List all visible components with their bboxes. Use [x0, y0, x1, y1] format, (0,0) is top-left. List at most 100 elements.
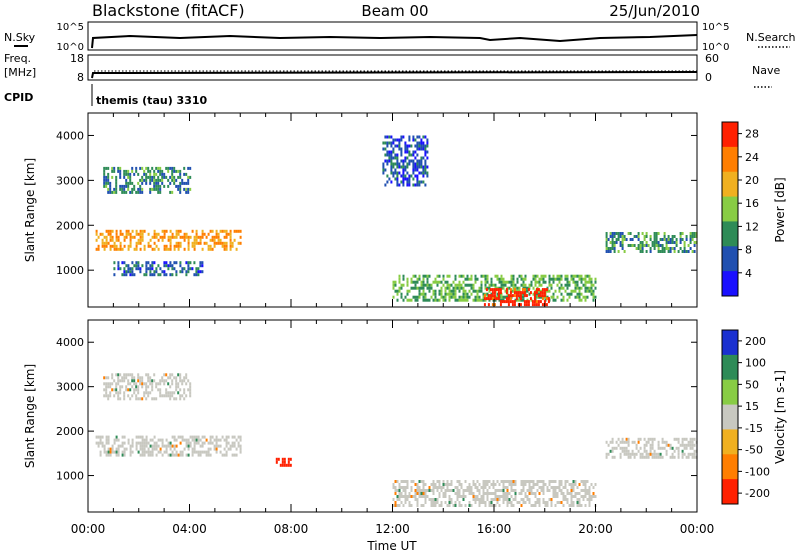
data-cell	[611, 455, 614, 459]
data-cell	[229, 247, 232, 251]
data-cell	[436, 486, 439, 489]
data-cell	[554, 495, 557, 498]
data-cell	[440, 504, 443, 507]
data-cell	[440, 280, 443, 284]
data-cell	[147, 385, 150, 389]
data-cell	[428, 274, 431, 278]
data-cell	[187, 241, 190, 245]
data-cell	[428, 283, 431, 287]
data-cell	[472, 298, 475, 302]
data-cell	[444, 489, 447, 492]
data-cell	[95, 238, 98, 242]
freq-tick-bottom: 8	[77, 71, 84, 84]
data-cell	[519, 297, 522, 301]
data-cell	[450, 501, 453, 504]
data-cell	[499, 303, 502, 307]
data-cell	[169, 453, 172, 457]
data-cell	[127, 181, 130, 185]
data-cell	[476, 480, 479, 483]
data-cell	[177, 453, 180, 457]
data-cell	[167, 235, 170, 239]
data-cell	[460, 295, 463, 299]
data-cell	[538, 277, 541, 281]
data-cell	[621, 235, 624, 238]
data-cell	[420, 480, 423, 483]
data-cell	[159, 379, 162, 383]
data-cell	[159, 388, 162, 392]
data-cell	[491, 288, 494, 292]
data-cell	[394, 171, 397, 175]
data-cell	[123, 379, 126, 383]
data-cell	[147, 376, 150, 380]
data-cell	[594, 495, 597, 498]
data-cell	[386, 135, 389, 139]
data-cell	[424, 147, 427, 151]
data-cell	[199, 238, 202, 242]
data-cell	[552, 489, 555, 492]
data-cell	[396, 498, 399, 501]
data-cell	[231, 453, 234, 457]
data-cell	[279, 463, 282, 467]
data-cell	[139, 241, 142, 245]
data-cell	[685, 238, 688, 241]
data-cell	[125, 388, 128, 392]
data-cell	[485, 288, 488, 292]
data-cell	[410, 495, 413, 498]
data-cell	[424, 495, 427, 498]
data-cell	[629, 452, 632, 456]
data-cell	[149, 379, 152, 383]
data-cell	[179, 175, 182, 179]
data-cell	[400, 486, 403, 489]
data-cell	[576, 492, 579, 495]
data-cell	[125, 190, 128, 194]
data-cell	[418, 292, 421, 296]
data-cell	[151, 438, 154, 442]
data-cell	[661, 244, 664, 247]
data-cell	[129, 244, 132, 248]
data-cell	[651, 443, 654, 447]
data-cell	[560, 489, 563, 492]
data-cell	[396, 153, 399, 157]
data-cell	[159, 273, 162, 277]
data-cell	[629, 455, 632, 459]
data-cell	[193, 247, 196, 251]
data-cell	[101, 232, 104, 236]
data-cell	[199, 270, 202, 274]
data-cell	[456, 283, 459, 287]
data-cell	[408, 180, 411, 184]
nave-label: Nave	[752, 64, 780, 77]
colorbar-swatch	[722, 122, 738, 148]
data-cell	[404, 156, 407, 160]
data-cell	[416, 183, 419, 187]
data-cell	[645, 449, 648, 453]
data-cell	[207, 232, 210, 236]
data-cell	[163, 270, 166, 274]
data-cell	[693, 244, 696, 247]
data-cell	[153, 178, 156, 182]
data-cell	[519, 303, 522, 307]
data-cell	[133, 379, 136, 383]
data-cell	[416, 498, 419, 501]
data-cell	[161, 238, 164, 242]
data-cell	[458, 295, 461, 299]
data-cell	[611, 449, 614, 453]
data-cell	[458, 286, 461, 290]
data-cell	[679, 241, 682, 244]
data-cell	[422, 292, 425, 296]
data-cell	[629, 238, 632, 241]
data-cell	[95, 247, 98, 251]
data-cell	[95, 229, 98, 233]
data-cell	[653, 232, 656, 235]
data-cell	[398, 165, 401, 169]
data-cell	[183, 181, 186, 185]
data-cell	[542, 483, 545, 486]
data-cell	[121, 450, 124, 454]
data-cell	[478, 295, 481, 299]
noise-strip-frame	[87, 21, 698, 51]
data-cell	[107, 187, 110, 191]
data-cell	[145, 267, 148, 271]
data-cell	[404, 141, 407, 145]
data-cell	[131, 273, 134, 277]
data-cell	[462, 292, 465, 296]
data-cell	[489, 294, 492, 298]
